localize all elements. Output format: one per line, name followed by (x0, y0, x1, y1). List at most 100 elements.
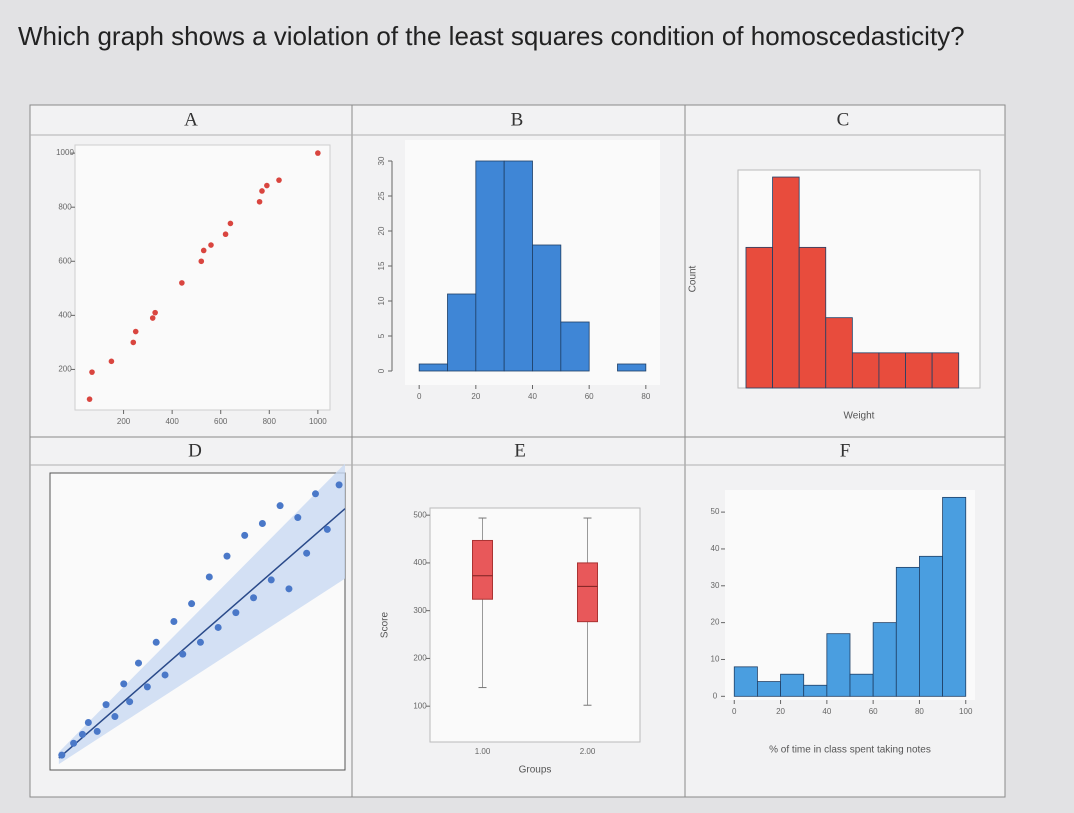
plot-area (74, 144, 331, 411)
point (179, 280, 185, 286)
point (259, 188, 265, 194)
plot-area (429, 507, 641, 743)
y-tick-label: 400 (58, 310, 72, 319)
point (149, 315, 156, 321)
bar (475, 160, 505, 372)
point (111, 713, 119, 721)
point (256, 198, 263, 205)
point (89, 369, 95, 375)
panel-label: C (837, 109, 850, 130)
point (86, 396, 93, 402)
bar (825, 317, 853, 389)
bar (905, 352, 933, 389)
bar (872, 622, 897, 697)
point (102, 701, 110, 709)
point (152, 309, 158, 316)
x-axis-label: Weight (844, 411, 875, 422)
point (93, 727, 101, 735)
point (170, 618, 178, 625)
point (276, 502, 284, 510)
point (108, 358, 115, 365)
y-tick-label: 100 (413, 701, 427, 710)
bar (851, 352, 880, 389)
point (198, 258, 205, 265)
bar (532, 244, 562, 372)
point (323, 525, 331, 533)
point (285, 585, 293, 593)
point (264, 182, 270, 189)
x-tick-label: 80 (915, 707, 924, 716)
x-tick-label: 60 (585, 392, 594, 401)
box (577, 562, 598, 623)
point (223, 552, 231, 560)
bar (878, 352, 906, 389)
bar (895, 566, 920, 697)
y-tick-label: 20 (711, 618, 720, 627)
fit-line (58, 508, 346, 759)
y-tick-label: 0 (377, 368, 386, 373)
point (315, 150, 321, 156)
box (472, 539, 493, 600)
bar (942, 496, 967, 697)
x-tick-label: 200 (117, 417, 131, 426)
x-axis-label: % of time in class spent taking notes (769, 745, 931, 756)
bar (757, 681, 781, 697)
y-tick-label: 15 (377, 261, 386, 270)
point (78, 730, 86, 738)
y-tick-label: 30 (377, 156, 386, 165)
point (222, 231, 229, 238)
bar (803, 684, 828, 697)
y-tick-label: 10 (377, 296, 386, 305)
point (294, 514, 302, 522)
y-tick-label: 800 (58, 202, 72, 211)
y-axis-label: Score (380, 612, 391, 639)
y-tick-label: 600 (58, 256, 72, 265)
y-tick-label: 300 (413, 606, 427, 615)
bar (503, 160, 533, 372)
x-tick-label: 400 (165, 417, 179, 426)
x-tick-label: 2.00 (580, 747, 596, 756)
point (335, 481, 343, 489)
x-tick-label: 40 (528, 392, 537, 401)
y-tick-label: 1000 (56, 148, 74, 157)
y-tick-label: 30 (711, 581, 720, 590)
bar (919, 555, 943, 697)
point (152, 638, 160, 646)
y-tick-label: 10 (711, 655, 720, 664)
point (232, 609, 240, 617)
confidence-band (58, 463, 345, 765)
x-tick-label: 0 (732, 707, 737, 716)
point (227, 220, 234, 227)
point (188, 600, 196, 608)
y-tick-label: 40 (711, 544, 720, 553)
bar (745, 246, 773, 389)
x-tick-label: 800 (263, 417, 277, 426)
panel-label: B (511, 109, 524, 130)
y-tick-label: 50 (711, 507, 720, 516)
point (214, 623, 222, 631)
point (208, 242, 214, 248)
point (303, 549, 311, 557)
point (84, 718, 92, 726)
point (196, 638, 204, 646)
x-tick-label: 1.00 (475, 747, 491, 756)
point (120, 680, 128, 688)
bar (560, 321, 590, 372)
point (258, 519, 266, 527)
x-tick-label: 0 (417, 392, 422, 401)
y-tick-label: 400 (413, 558, 427, 567)
bar (418, 363, 448, 372)
x-axis-label: Groups (519, 765, 552, 776)
point (312, 490, 319, 498)
point (143, 683, 151, 691)
panel-label: E (514, 440, 526, 461)
x-tick-label: 1000 (309, 417, 327, 426)
point (241, 531, 249, 539)
point (126, 698, 134, 706)
point (200, 247, 207, 254)
panel-label: F (840, 440, 851, 461)
y-tick-label: 25 (377, 191, 386, 200)
x-tick-label: 600 (214, 417, 228, 426)
panel-label: D (188, 440, 202, 461)
